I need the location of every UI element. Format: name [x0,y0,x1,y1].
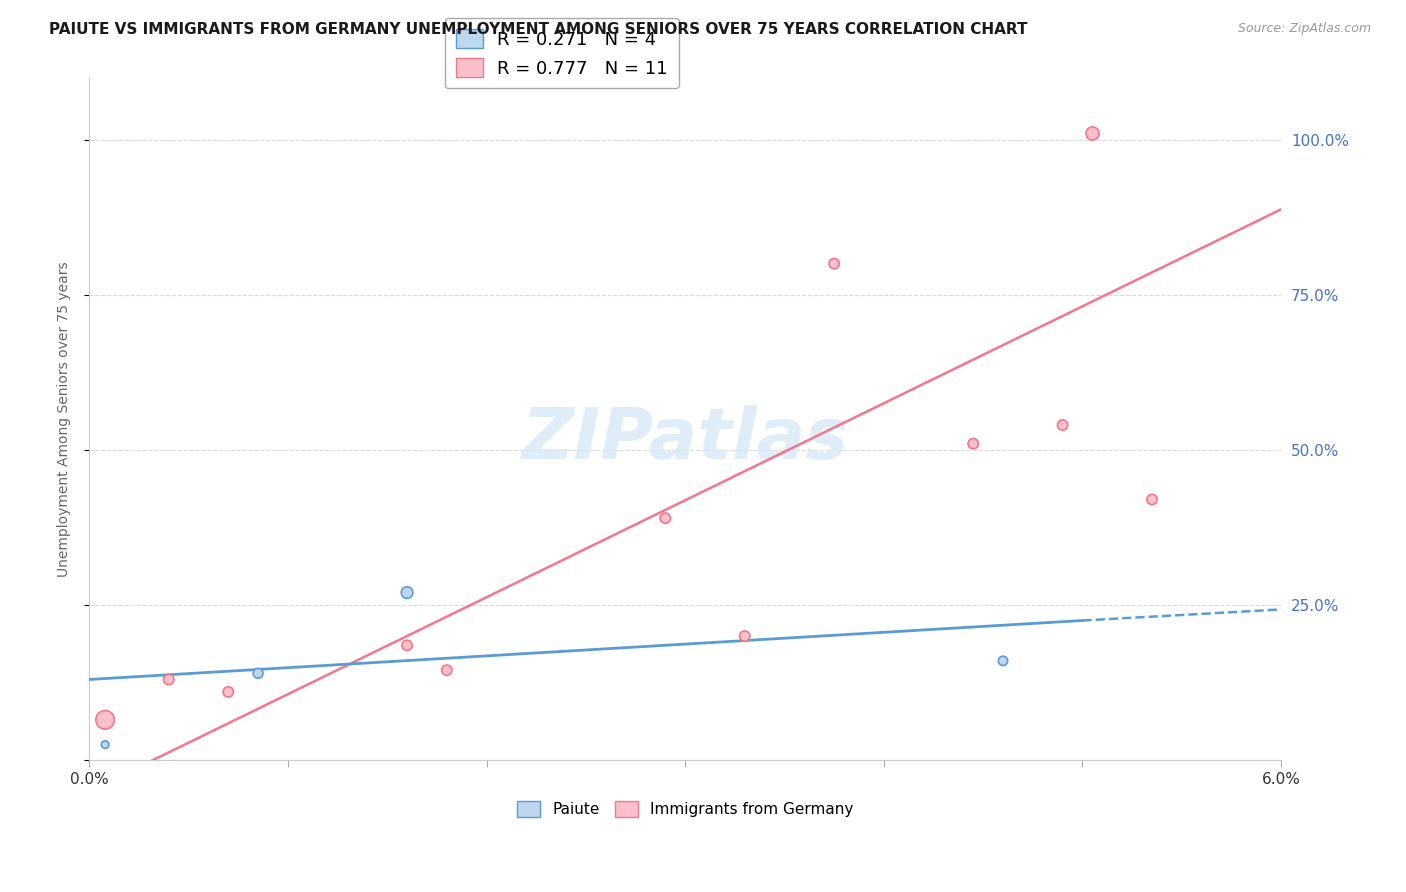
Point [1081,126,1104,140]
Point [396,638,419,652]
Point [962,436,984,450]
Point [217,685,239,699]
Point [396,585,419,599]
Point [94,738,117,752]
Point [436,663,458,677]
Point [1052,417,1074,432]
Legend: Paiute, Immigrants from Germany: Paiute, Immigrants from Germany [510,795,859,823]
Point [94,713,117,727]
Text: PAIUTE VS IMMIGRANTS FROM GERMANY UNEMPLOYMENT AMONG SENIORS OVER 75 YEARS CORRE: PAIUTE VS IMMIGRANTS FROM GERMANY UNEMPL… [49,22,1028,37]
Point [823,257,845,271]
Point [1140,492,1163,507]
Point [991,654,1014,668]
Point [654,511,676,525]
Y-axis label: Unemployment Among Seniors over 75 years: Unemployment Among Seniors over 75 years [58,261,72,576]
Text: ZIPatlas: ZIPatlas [522,405,849,474]
Text: Source: ZipAtlas.com: Source: ZipAtlas.com [1237,22,1371,36]
Point [734,629,756,643]
Point [247,666,270,681]
Point [157,673,180,687]
